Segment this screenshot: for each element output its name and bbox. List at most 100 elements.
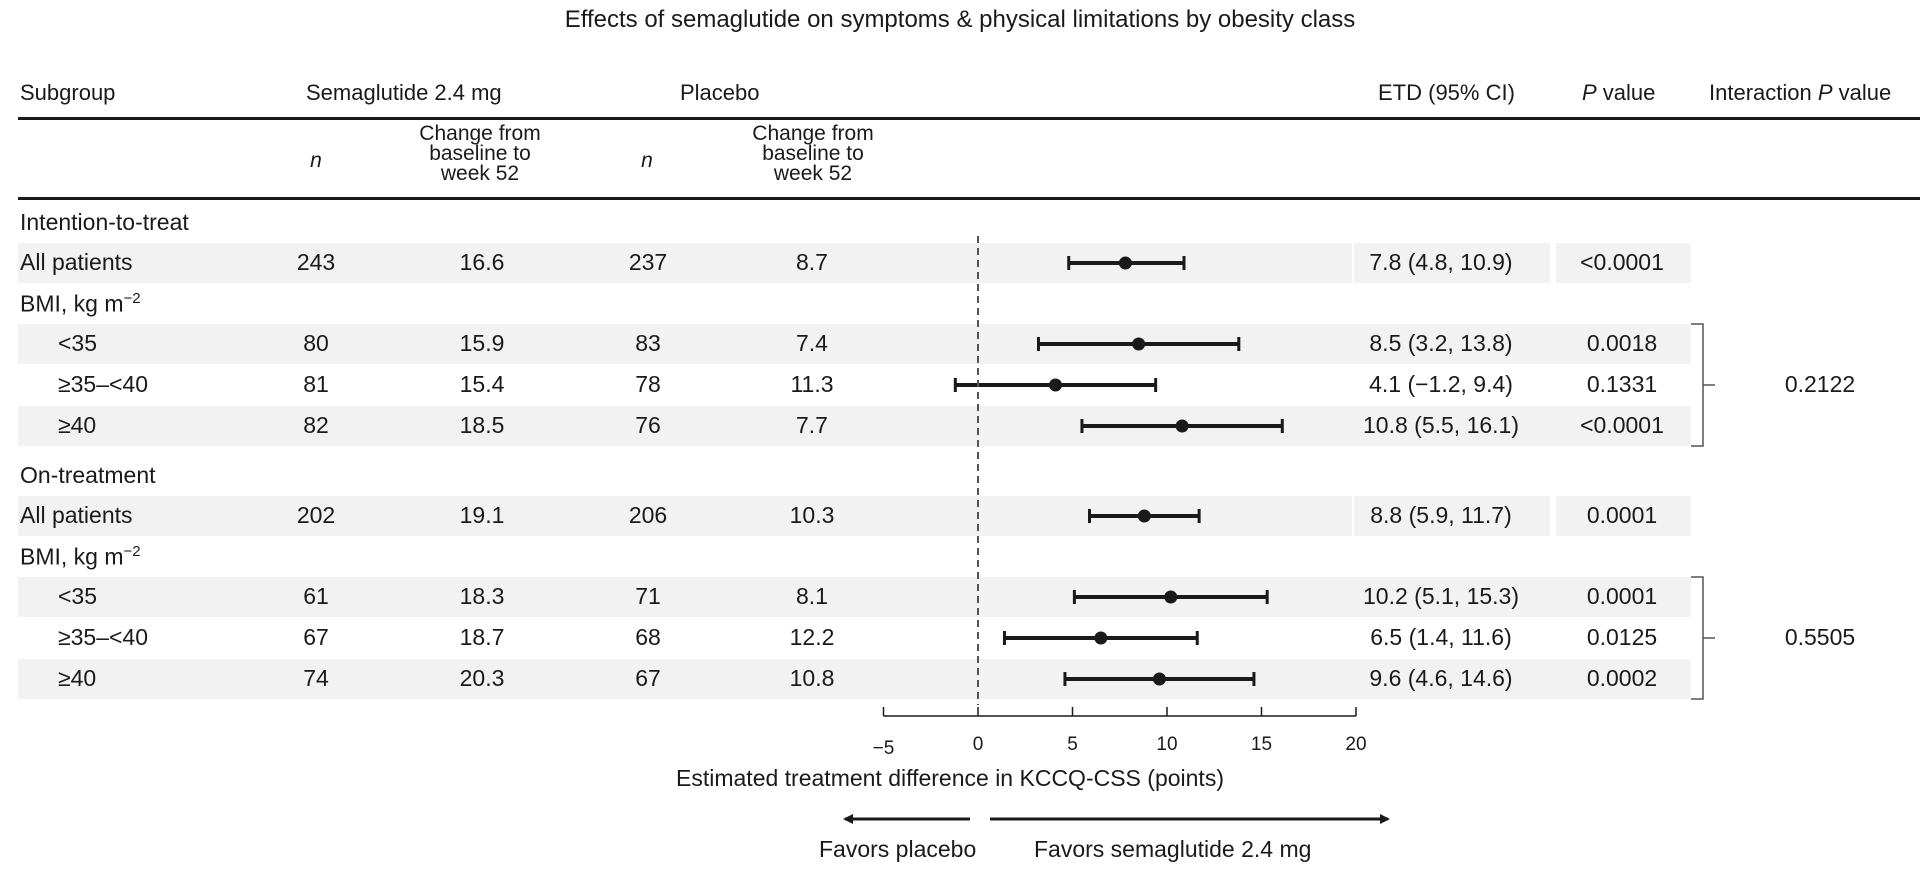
subheader-change-sema-line3: week 52 bbox=[440, 162, 520, 185]
bmi-label-text: BMI, kg m bbox=[20, 543, 124, 570]
change-placebo: 8.7 bbox=[796, 249, 828, 275]
header-interaction-p: Interaction P value bbox=[1709, 80, 1891, 106]
etd-ci-text: 8.8 (5.9, 11.7) bbox=[1370, 502, 1512, 528]
interaction-p-value: 0.5505 bbox=[1784, 624, 1856, 650]
change-placebo: 10.8 bbox=[789, 665, 835, 691]
n-semaglutide: 67 bbox=[303, 624, 329, 650]
interaction-p-value: 0.2122 bbox=[1784, 371, 1856, 397]
point-estimate bbox=[1175, 419, 1189, 433]
row-label: ≥35–<40 bbox=[58, 624, 149, 650]
change-placebo: 7.4 bbox=[796, 330, 828, 356]
x-tick-label: 10 bbox=[1156, 734, 1178, 755]
header-interaction-suffix: value bbox=[1832, 80, 1892, 105]
point-estimate bbox=[1137, 509, 1151, 523]
header-p-suffix: value bbox=[1596, 80, 1656, 105]
row-stripe bbox=[18, 577, 1691, 617]
row-label: ≥40 bbox=[58, 412, 97, 438]
n-semaglutide: 81 bbox=[303, 371, 329, 397]
chart-title: Effects of semaglutide on symptoms & phy… bbox=[564, 6, 1356, 33]
p-value: 0.0001 bbox=[1586, 583, 1658, 609]
n-placebo: 206 bbox=[628, 502, 668, 528]
bmi-label-exponent: −2 bbox=[123, 290, 141, 307]
x-tick-label: 0 bbox=[972, 734, 984, 755]
change-placebo: 7.7 bbox=[796, 412, 828, 438]
header-interaction-p-italic: P bbox=[1817, 80, 1833, 105]
subheader-n-sema: n bbox=[310, 149, 322, 172]
change-semaglutide: 18.5 bbox=[459, 412, 505, 438]
row-stripe bbox=[1556, 243, 1691, 283]
n-placebo: 71 bbox=[635, 583, 661, 609]
point-estimate bbox=[1132, 337, 1146, 351]
n-semaglutide: 202 bbox=[296, 502, 336, 528]
bmi-label: BMI, kg m−2 bbox=[20, 290, 141, 318]
p-value: 0.0001 bbox=[1586, 502, 1658, 528]
row-stripe bbox=[18, 406, 1691, 446]
n-placebo: 83 bbox=[635, 330, 661, 356]
x-tick-label: 5 bbox=[1067, 734, 1078, 755]
n-placebo: 67 bbox=[635, 665, 661, 691]
change-semaglutide: 15.4 bbox=[459, 371, 505, 397]
subheader-change-sema-line1: Change from bbox=[419, 122, 541, 145]
point-estimate bbox=[1152, 672, 1166, 686]
etd-ci-text: 10.2 (5.1, 15.3) bbox=[1363, 583, 1519, 609]
row-stripe bbox=[18, 324, 1691, 364]
header-rule-bottom bbox=[18, 197, 1920, 200]
p-value: <0.0001 bbox=[1580, 249, 1664, 275]
favors-placebo-label: Favors placebo bbox=[819, 836, 977, 862]
change-semaglutide: 16.6 bbox=[459, 249, 505, 275]
subheader-change-placebo-line3: week 52 bbox=[773, 162, 853, 185]
change-placebo: 10.3 bbox=[789, 502, 835, 528]
point-estimate bbox=[1094, 631, 1108, 645]
n-semaglutide: 80 bbox=[303, 330, 329, 356]
n-placebo: 78 bbox=[635, 371, 661, 397]
etd-ci-text: 8.5 (3.2, 13.8) bbox=[1369, 330, 1513, 356]
row-stripe bbox=[1354, 243, 1550, 283]
n-semaglutide: 61 bbox=[303, 583, 329, 609]
header-p-italic: P bbox=[1582, 80, 1597, 105]
row-label: <35 bbox=[58, 583, 98, 609]
row-label: ≥40 bbox=[58, 665, 97, 691]
etd-ci-text: 7.8 (4.8, 10.9) bbox=[1369, 249, 1513, 275]
change-semaglutide: 19.1 bbox=[459, 502, 505, 528]
x-tick-label: 20 bbox=[1345, 734, 1367, 755]
etd-ci-text: 6.5 (1.4, 11.6) bbox=[1370, 624, 1512, 650]
bmi-label-text: BMI, kg m bbox=[20, 290, 124, 317]
etd-ci-text: 9.6 (4.6, 14.6) bbox=[1369, 665, 1513, 691]
interaction-bracket bbox=[1691, 576, 1715, 700]
bmi-label-exponent: −2 bbox=[123, 543, 141, 560]
header-interaction-prefix: Interaction bbox=[1709, 80, 1818, 105]
p-value: 0.0018 bbox=[1586, 330, 1658, 356]
subheader-change-placebo-line1: Change from bbox=[752, 122, 874, 145]
favors-semaglutide-label: Favors semaglutide 2.4 mg bbox=[1034, 836, 1312, 862]
header-etd: ETD (95% CI) bbox=[1378, 80, 1515, 105]
x-tick-label: 15 bbox=[1250, 734, 1273, 755]
interaction-bracket bbox=[1691, 323, 1715, 447]
header-subgroup: Subgroup bbox=[20, 80, 116, 105]
change-semaglutide: 18.7 bbox=[459, 624, 505, 650]
change-placebo: 11.3 bbox=[790, 371, 834, 397]
change-semaglutide: 18.3 bbox=[459, 583, 505, 609]
n-placebo: 237 bbox=[628, 249, 668, 275]
section-label: On-treatment bbox=[20, 462, 156, 488]
n-semaglutide: 243 bbox=[296, 249, 336, 275]
row-label: <35 bbox=[58, 330, 98, 356]
change-semaglutide: 20.3 bbox=[459, 665, 505, 691]
header-semaglutide: Semaglutide 2.4 mg bbox=[306, 80, 502, 105]
row-stripe bbox=[1556, 496, 1691, 536]
row-stripe bbox=[1354, 496, 1550, 536]
n-placebo: 68 bbox=[635, 624, 661, 650]
etd-ci-text: 10.8 (5.5, 16.1) bbox=[1363, 412, 1519, 438]
p-value: 0.1331 bbox=[1586, 371, 1658, 397]
subheader-change-placebo: Change from baseline to week 52 bbox=[728, 122, 898, 185]
row-label: All patients bbox=[20, 249, 133, 275]
subheader-n-placebo: n bbox=[641, 149, 653, 172]
p-value: 0.0125 bbox=[1586, 624, 1658, 650]
point-estimate bbox=[1164, 590, 1178, 604]
header-p-value: P value bbox=[1582, 80, 1655, 106]
row-label: All patients bbox=[20, 502, 133, 528]
change-placebo: 12.2 bbox=[789, 624, 835, 650]
n-placebo: 76 bbox=[635, 412, 661, 438]
header-rule-top bbox=[18, 117, 1920, 120]
subheader-change-sema-line2: baseline to bbox=[429, 142, 531, 165]
